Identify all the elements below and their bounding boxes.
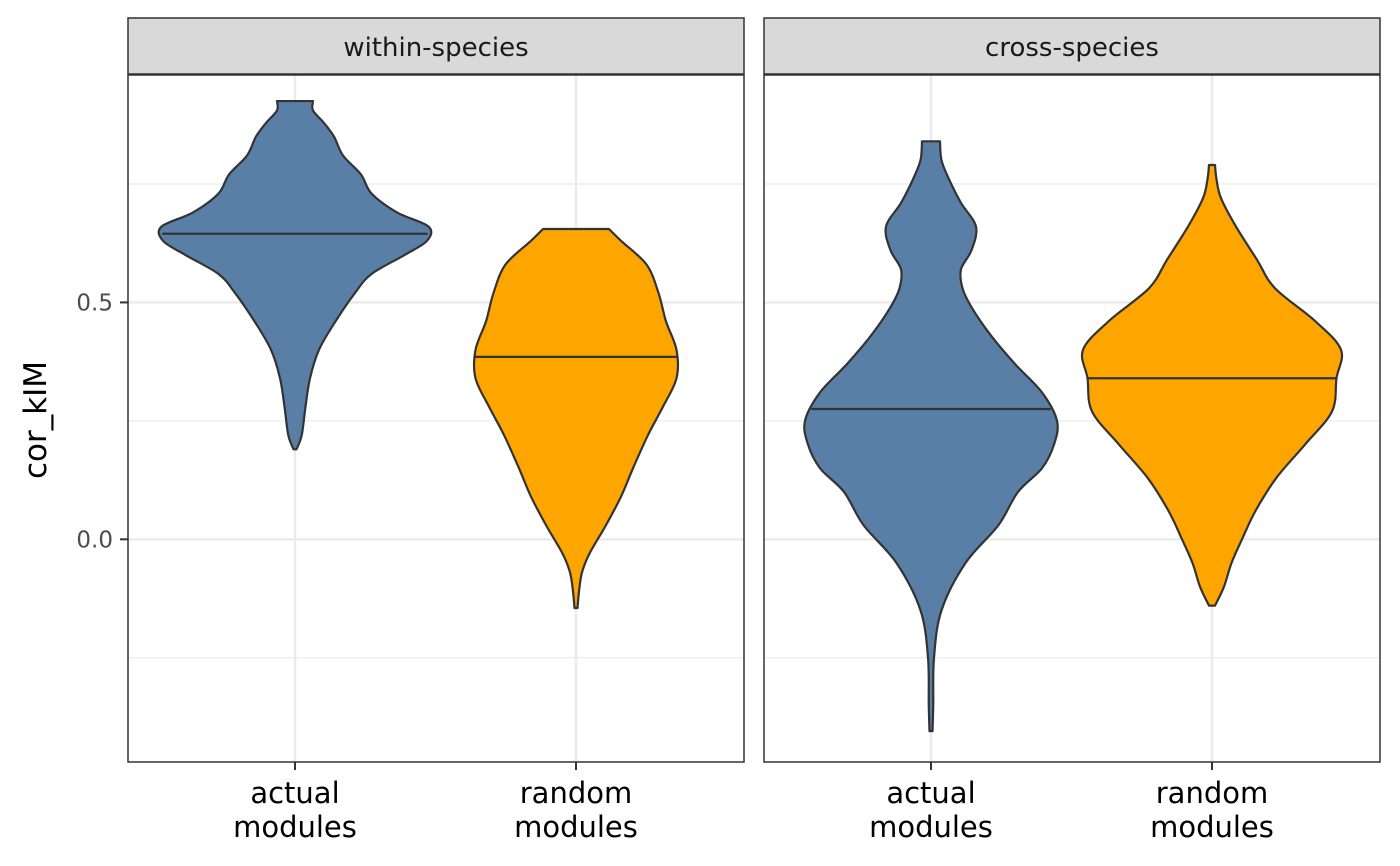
y-axis-title: cor_kIM <box>18 361 54 479</box>
x-tick-label-line2: modules <box>233 810 357 844</box>
x-tick-label-line2: modules <box>869 810 993 844</box>
panel-border <box>763 74 1381 763</box>
facet-strip <box>763 17 1381 75</box>
x-tick-label-line1: random <box>520 776 632 810</box>
x-tick-label-line1: actual <box>250 776 339 810</box>
facet-strip-label: within-species <box>343 33 528 63</box>
violin-random-modules <box>1080 163 1344 607</box>
violin-actual-modules <box>157 99 433 451</box>
x-tick-label-line2: modules <box>514 810 638 844</box>
facet-strip <box>127 17 745 75</box>
facet-strip-label: cross-species <box>985 33 1159 63</box>
facet-panels: within-speciesactualmodulesrandommodules… <box>127 17 1381 844</box>
y-tick-label: 0.5 <box>76 290 113 316</box>
y-tick-label: 0.0 <box>76 527 113 553</box>
x-tick-label-line1: random <box>1156 776 1268 810</box>
x-tick-label-line2: modules <box>1150 810 1274 844</box>
violin-actual-modules <box>803 140 1059 733</box>
panel-border <box>127 74 745 763</box>
x-tick-label-line1: actual <box>886 776 975 810</box>
y-axis: 0.0 0.5 <box>76 290 128 553</box>
violin-random-modules <box>472 227 680 610</box>
